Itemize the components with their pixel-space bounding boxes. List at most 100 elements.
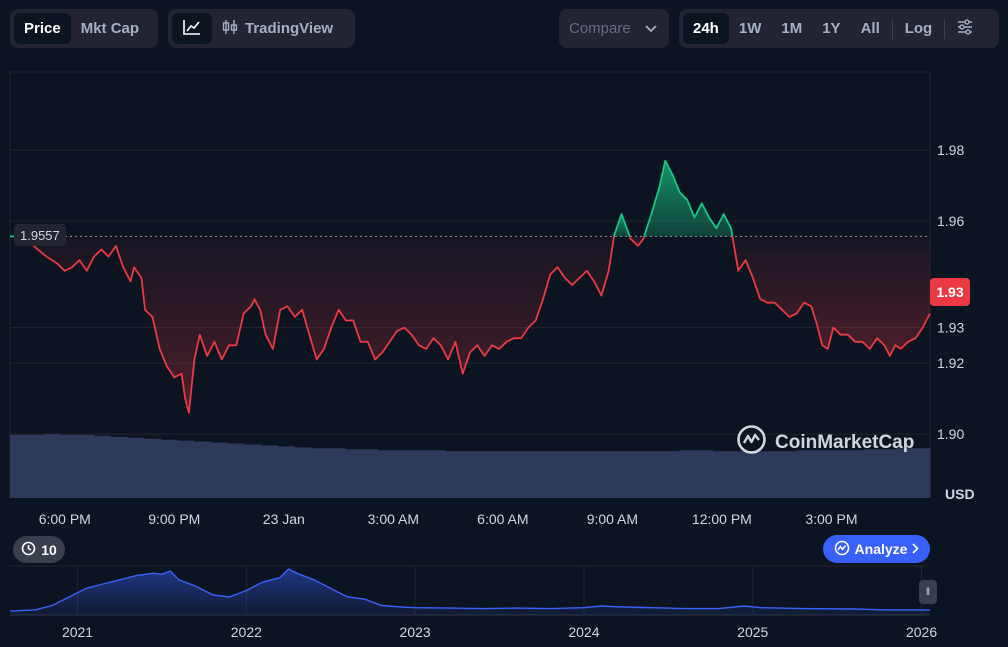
volume-bar — [177, 440, 195, 498]
range-all[interactable]: All — [860, 20, 880, 37]
compare-dropdown[interactable]: Compare — [559, 9, 669, 48]
chevron-right-icon — [912, 541, 920, 557]
price-area — [24, 160, 930, 413]
volume-bar — [662, 451, 680, 498]
volume-bar — [879, 449, 898, 498]
line-chart-icon — [183, 19, 201, 39]
candlestick-icon — [222, 19, 238, 39]
price-line — [10, 159, 931, 414]
tab-price[interactable]: Price — [14, 13, 71, 44]
volume-bar — [729, 451, 747, 498]
reference-price-label: 1.9557 — [14, 224, 66, 246]
navigator-handle[interactable]: ‖ — [919, 580, 937, 604]
volume-bar — [779, 451, 797, 498]
navigator-tick-label: 2024 — [568, 624, 599, 640]
y-axis: 1.90 1.92 1.93 1.96 1.98 — [937, 142, 964, 442]
volume-bar — [712, 451, 730, 498]
tab-mkt-cap[interactable]: Mkt Cap — [80, 20, 140, 37]
volume-bar — [896, 448, 914, 498]
volume-bar — [394, 450, 412, 498]
volume-bar — [277, 446, 295, 498]
line-segment-down — [731, 236, 931, 357]
log-toggle[interactable]: Log — [904, 20, 933, 37]
navigator-tick-label: 2025 — [737, 624, 768, 640]
volume-bar — [863, 449, 881, 498]
volume-bar — [511, 451, 530, 498]
y-tick-label: 1.92 — [937, 355, 964, 371]
volume-bar — [361, 449, 379, 498]
brand-label: CoinMarketCap — [775, 431, 915, 453]
volume-bar — [311, 448, 329, 498]
line-segment-down — [23, 235, 615, 414]
currency-unit: USD — [945, 486, 975, 502]
history-button[interactable]: 10 — [13, 536, 65, 563]
divider — [944, 18, 946, 39]
volume-bar — [746, 451, 764, 498]
brand-watermark: CoinMarketCap — [736, 424, 914, 461]
volume-bar — [260, 445, 279, 498]
volume-bar — [194, 441, 212, 498]
line-segment-up — [613, 213, 631, 237]
range-selector: 24h 1W 1M 1Y All Log — [679, 9, 999, 48]
tradingview-button[interactable]: TradingView — [212, 13, 343, 44]
range-1w[interactable]: 1W — [738, 20, 762, 37]
volume-bar — [762, 451, 780, 498]
area-above-reference — [614, 214, 630, 237]
volume-bar — [26, 434, 44, 498]
area-below-reference — [732, 236, 930, 356]
volume-bar — [595, 451, 613, 498]
coinmarketcap-logo-icon — [736, 424, 767, 461]
navigator-line — [9, 568, 930, 612]
compare-label: Compare — [569, 20, 631, 37]
volume-bar — [143, 438, 162, 498]
volume-bar — [127, 437, 145, 498]
chevron-down-icon — [645, 20, 657, 37]
x-tick-label: 6:00 AM — [477, 511, 528, 527]
range-1y[interactable]: 1Y — [822, 20, 841, 37]
volume-bar — [913, 448, 931, 498]
volume-bar — [545, 451, 563, 498]
navigator-tick-label: 2022 — [231, 624, 262, 640]
area-below-reference — [629, 236, 645, 246]
y-tick-label: 1.96 — [937, 213, 964, 229]
volume-bar — [679, 450, 697, 498]
x-tick-label: 3:00 PM — [805, 511, 857, 527]
volume-bar — [562, 451, 580, 498]
price-chart[interactable]: 1.90 1.92 1.93 1.96 1.98 6:00 PM 9:00 PM 23 Ja… — [0, 60, 1008, 647]
volume-bar — [461, 451, 479, 498]
history-count: 10 — [41, 541, 57, 558]
x-tick-label: 3:00 AM — [368, 511, 419, 527]
line-chart-button[interactable] — [172, 13, 212, 44]
settings-button[interactable] — [947, 13, 983, 44]
volume-bar — [43, 433, 61, 498]
y-tick-label: 1.90 — [937, 426, 964, 442]
metric-toggle: Price Mkt Cap — [10, 9, 158, 48]
range-24h[interactable]: 24h — [683, 13, 729, 44]
navigator-axis: 2021 2022 2023 2024 2025 2026 — [62, 624, 937, 640]
volume-bar — [76, 434, 95, 498]
volume-bar — [846, 450, 864, 498]
volume-bar — [812, 450, 831, 498]
y-tick-label: 1.93 — [937, 320, 964, 336]
volume-bar — [160, 439, 178, 498]
x-tick-label: 12:00 PM — [692, 511, 752, 527]
range-1m[interactable]: 1M — [781, 20, 803, 37]
volume-bar — [411, 450, 429, 498]
history-icon — [21, 541, 36, 559]
volume-bar — [294, 447, 312, 498]
x-axis: 6:00 PM 9:00 PM 23 Jan 3:00 AM 6:00 AM 9:00 A… — [39, 511, 858, 527]
volume-bar — [628, 451, 647, 498]
line-segment-down — [628, 236, 646, 247]
volume-bars — [10, 433, 931, 498]
navigator[interactable] — [9, 565, 930, 616]
analyze-icon — [834, 540, 850, 559]
volume-bar — [327, 448, 346, 498]
volume-bar — [378, 450, 396, 498]
analyze-button[interactable]: Analyze — [823, 535, 930, 563]
volume-bar — [244, 444, 262, 498]
area-below-reference — [24, 236, 615, 413]
volume-bar — [227, 443, 245, 498]
line-segment-up — [643, 159, 734, 237]
divider — [891, 18, 893, 39]
volume-bar — [528, 451, 546, 498]
